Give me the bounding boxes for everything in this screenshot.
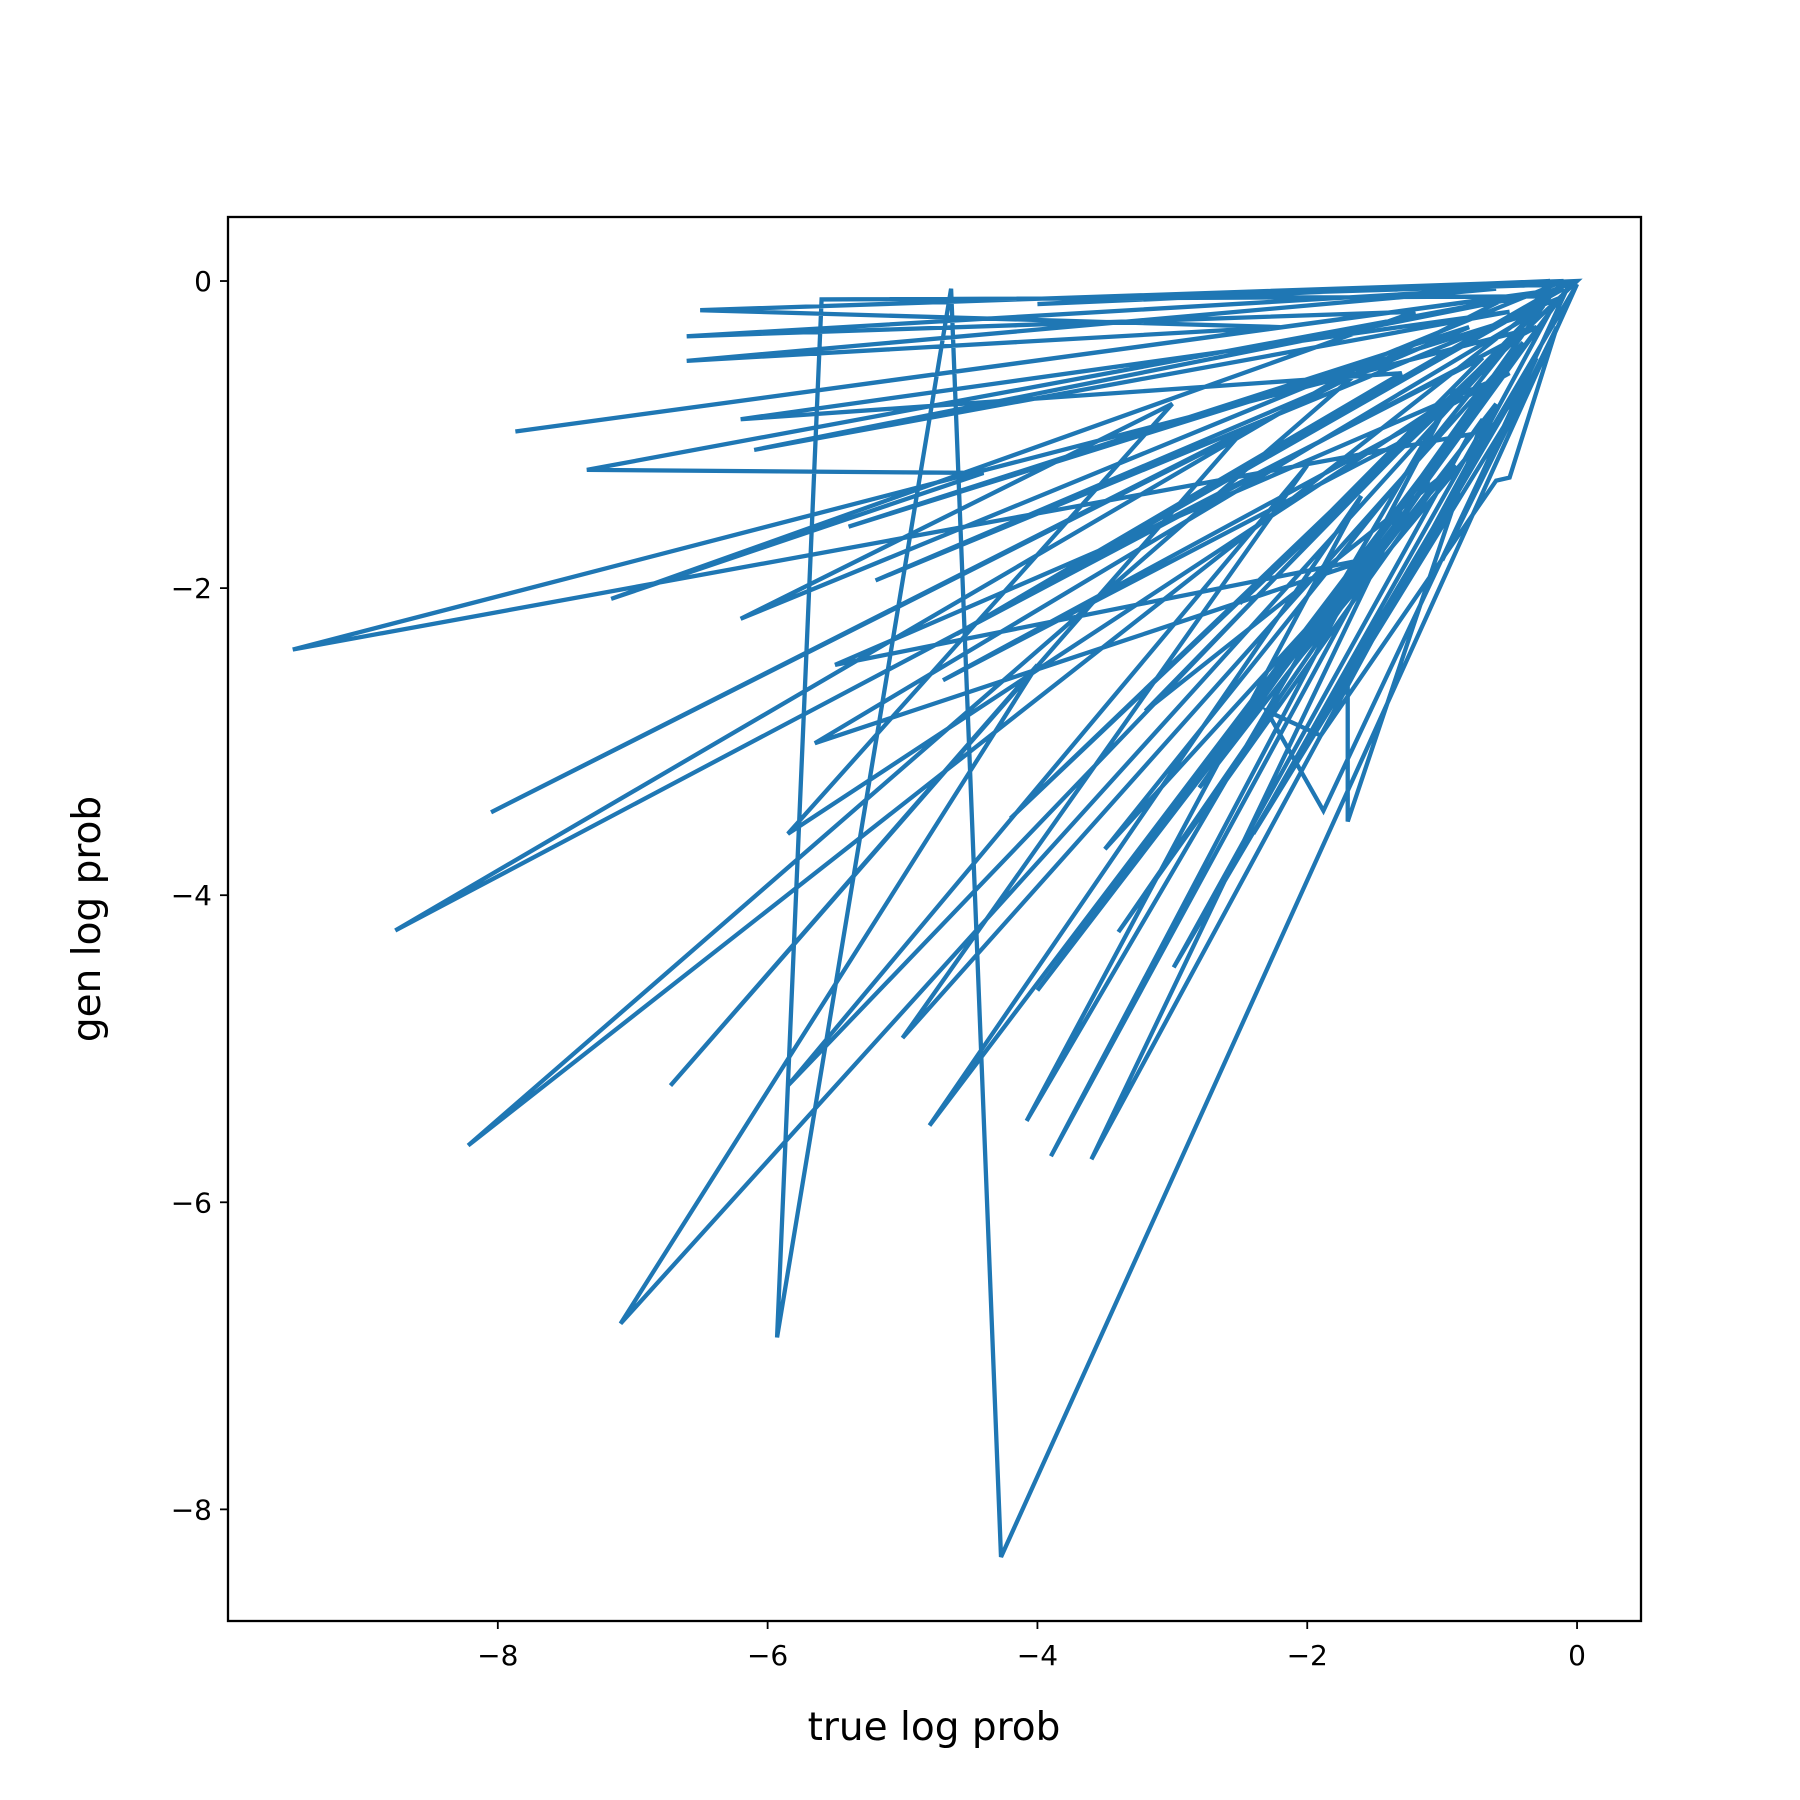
x-tick-label: −8 — [477, 1639, 518, 1672]
x-tick-label: −2 — [1287, 1639, 1328, 1672]
plot-frame — [226, 215, 1643, 1623]
data-line — [292, 278, 1583, 1558]
y-tick-label: −6 — [171, 1186, 212, 1219]
x-tick-label: 0 — [1568, 1639, 1586, 1672]
y-tick-label: −8 — [171, 1493, 212, 1526]
y-tick-label: −2 — [171, 572, 212, 605]
x-tick-label: −6 — [747, 1639, 788, 1672]
y-tick-label: 0 — [194, 265, 212, 298]
y-tick-label: −4 — [171, 879, 212, 912]
x-tick-label: −4 — [1017, 1639, 1058, 1672]
x-axis-label: true log prob — [808, 1705, 1061, 1750]
y-axis-label: gen log prob — [65, 796, 110, 1042]
